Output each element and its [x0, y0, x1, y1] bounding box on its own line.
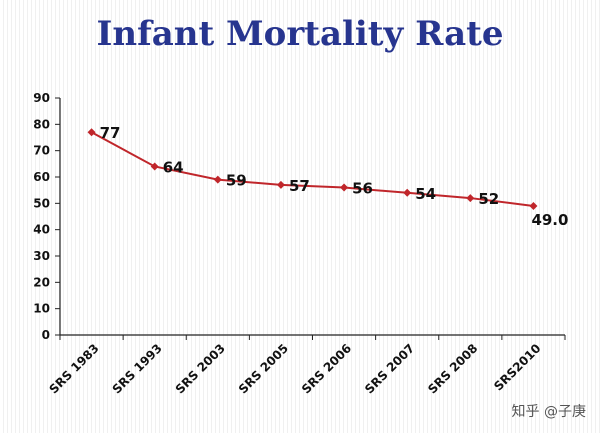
y-tick-label: 70	[33, 144, 50, 158]
chart-title: Infant Mortality Rate	[96, 14, 504, 54]
y-tick-label: 0	[42, 328, 50, 342]
y-tick-label: 20	[33, 275, 50, 289]
data-label: 52	[478, 190, 499, 208]
x-tick-label: SRS 2007	[362, 341, 417, 396]
data-point	[340, 183, 349, 192]
x-tick-label: SRS 1983	[46, 341, 101, 396]
data-point	[529, 201, 538, 210]
data-label: 77	[100, 124, 121, 142]
y-tick-label: 30	[33, 249, 50, 263]
data-label: 49.0	[531, 211, 568, 229]
data-label: 59	[226, 172, 247, 190]
data-point	[87, 128, 96, 137]
y-tick-label: 40	[33, 223, 50, 237]
data-point	[276, 180, 285, 189]
series-layer	[87, 128, 538, 210]
x-tick-label: SRS 2008	[425, 341, 480, 396]
x-tick-label: SRS 2005	[236, 341, 291, 396]
data-point	[403, 188, 412, 197]
data-label: 64	[163, 158, 184, 176]
data-label: 56	[352, 180, 373, 198]
x-tick-label: SRS2010	[491, 341, 543, 393]
data-point	[466, 194, 475, 203]
data-point	[213, 175, 222, 184]
data-labels-layer: 77 64 59 57 56 54 52 49.0	[100, 124, 569, 229]
data-point	[150, 162, 159, 171]
watermark: 知乎 @子庚	[511, 404, 586, 420]
y-tick-label: 50	[33, 196, 50, 210]
data-label: 54	[415, 185, 436, 203]
data-label: 57	[289, 177, 310, 195]
y-tick-label: 10	[33, 302, 50, 316]
y-tick-label: 90	[33, 91, 50, 105]
y-tick-label: 60	[33, 170, 50, 184]
x-tick-label: SRS 2003	[173, 341, 228, 396]
series-line	[91, 131, 534, 207]
x-tick-label: SRS 1993	[110, 341, 165, 396]
x-tick-label: SRS 2006	[299, 341, 354, 396]
y-tick-label: 80	[33, 117, 50, 131]
